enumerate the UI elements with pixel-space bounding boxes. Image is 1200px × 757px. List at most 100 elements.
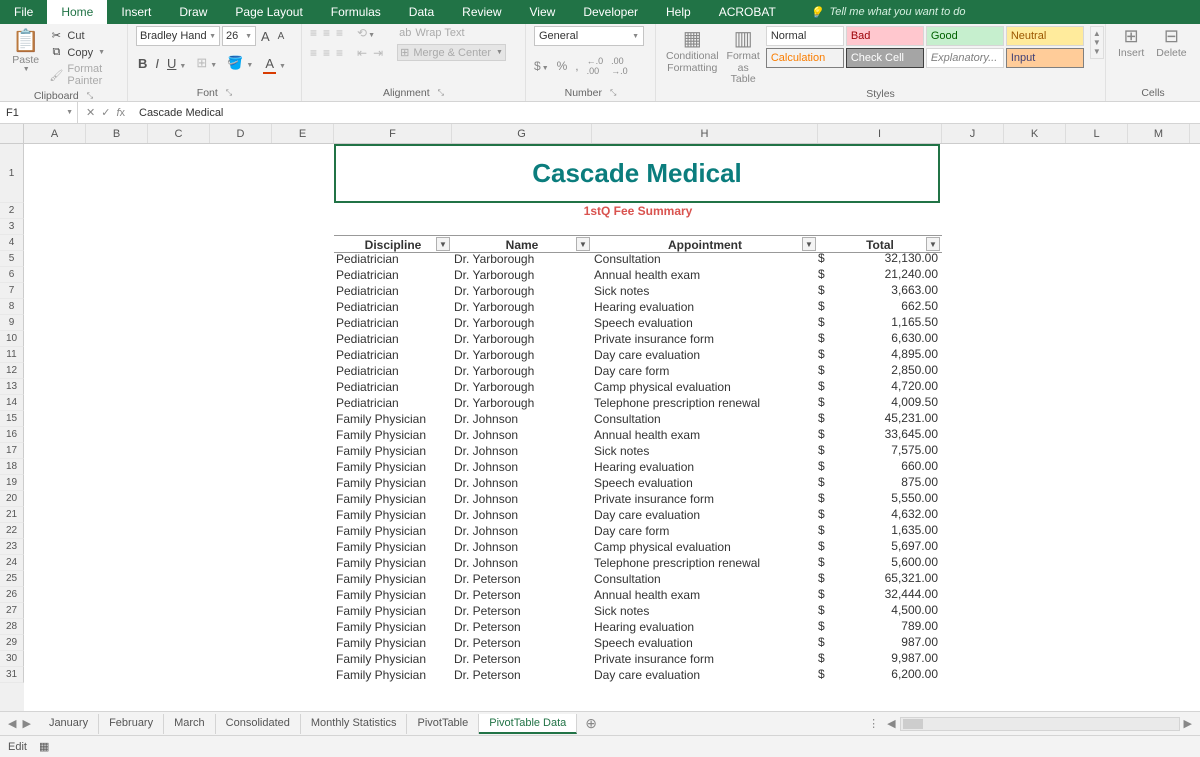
cell[interactable]: 5,550.00 — [818, 491, 938, 505]
row-header[interactable]: 20 — [0, 491, 24, 507]
align-center-button[interactable]: ≡ — [323, 46, 330, 60]
menu-tab-draw[interactable]: Draw — [165, 0, 221, 24]
row-header[interactable]: 15 — [0, 411, 24, 427]
cell-style-good[interactable]: Good — [926, 26, 1004, 46]
cell[interactable]: Pediatrician — [334, 315, 452, 331]
cell[interactable]: 32,444.00 — [818, 587, 938, 601]
cell[interactable]: 6,200.00 — [818, 667, 938, 681]
cell[interactable]: Telephone prescription renewal — [592, 395, 818, 411]
cell[interactable]: Family Physician — [334, 459, 452, 475]
cell[interactable]: 6,630.00 — [818, 331, 938, 345]
row-header[interactable]: 7 — [0, 283, 24, 299]
increase-indent-button[interactable]: ⇥ — [373, 46, 383, 60]
cell[interactable]: Family Physician — [334, 651, 452, 667]
number-format-combo[interactable]: General▼ — [534, 26, 644, 46]
cell[interactable]: Pediatrician — [334, 299, 452, 315]
row-header[interactable]: 12 — [0, 363, 24, 379]
macro-icon[interactable]: ▦ — [39, 740, 49, 753]
cell[interactable]: Family Physician — [334, 507, 452, 523]
cell[interactable]: Dr. Peterson — [452, 651, 592, 667]
nav-prev-icon[interactable]: ◀ — [8, 717, 16, 730]
scroll-left-icon[interactable]: ◀ — [883, 717, 899, 730]
cell[interactable]: 660.00 — [818, 459, 938, 473]
cell[interactable]: Annual health exam — [592, 427, 818, 443]
cell[interactable]: Dr. Johnson — [452, 411, 592, 427]
row-header[interactable]: 29 — [0, 635, 24, 651]
cell[interactable]: Hearing evaluation — [592, 459, 818, 475]
cell[interactable]: Dr. Johnson — [452, 443, 592, 459]
cell-style-calculation[interactable]: Calculation — [766, 48, 844, 68]
enter-formula-button[interactable]: ✓ — [101, 106, 110, 119]
cell[interactable]: Family Physician — [334, 523, 452, 539]
cell[interactable]: 65,321.00 — [818, 571, 938, 585]
font-color-button[interactable]: A▼ — [261, 55, 290, 72]
sheet-tab-consolidated[interactable]: Consolidated — [216, 714, 301, 734]
cell[interactable]: Pediatrician — [334, 363, 452, 379]
fill-color-button[interactable]: 🪣▼ — [225, 54, 257, 72]
column-header[interactable]: E — [272, 124, 334, 143]
row-header[interactable]: 10 — [0, 331, 24, 347]
dialog-launcher-icon[interactable]: ⤡ — [226, 88, 232, 98]
row-header[interactable]: 8 — [0, 299, 24, 315]
cell-style-bad[interactable]: Bad — [846, 26, 924, 46]
cell[interactable]: Annual health exam — [592, 267, 818, 283]
menu-tab-formulas[interactable]: Formulas — [317, 0, 395, 24]
menu-tab-review[interactable]: Review — [448, 0, 515, 24]
bold-button[interactable]: B — [136, 55, 149, 72]
currency-button[interactable]: $▼ — [534, 59, 549, 73]
column-header[interactable]: I — [818, 124, 942, 143]
cell[interactable]: 4,720.00 — [818, 379, 938, 393]
format-as-table-button[interactable]: ▥Format as Table — [725, 26, 762, 86]
cell[interactable]: Consultation — [592, 251, 818, 267]
cell[interactable]: Speech evaluation — [592, 315, 818, 331]
column-header[interactable]: J — [942, 124, 1004, 143]
column-header[interactable]: K — [1004, 124, 1066, 143]
align-left-button[interactable]: ≡ — [310, 46, 317, 60]
sheet-tab-pivottable[interactable]: PivotTable — [407, 714, 479, 734]
align-right-button[interactable]: ≡ — [336, 46, 343, 60]
cell[interactable]: Camp physical evaluation — [592, 379, 818, 395]
cell[interactable]: Hearing evaluation — [592, 619, 818, 635]
dialog-launcher-icon[interactable]: ⤡ — [438, 88, 444, 98]
delete-cells-button[interactable]: ⊟Delete — [1152, 26, 1190, 59]
sheet-tab-pivottable-data[interactable]: PivotTable Data — [479, 714, 577, 734]
column-header[interactable]: L — [1066, 124, 1128, 143]
row-header[interactable]: 19 — [0, 475, 24, 491]
cell[interactable]: Consultation — [592, 411, 818, 427]
cell[interactable]: Family Physician — [334, 475, 452, 491]
cell[interactable]: Family Physician — [334, 539, 452, 555]
cell-styles-gallery[interactable]: NormalBadGoodNeutralCalculationCheck Cel… — [766, 26, 1084, 68]
cell[interactable]: 4,895.00 — [818, 347, 938, 361]
cell[interactable]: 789.00 — [818, 619, 938, 633]
underline-button[interactable]: U▼ — [165, 55, 190, 72]
cell[interactable]: Sick notes — [592, 443, 818, 459]
row-header[interactable]: 25 — [0, 571, 24, 587]
cell[interactable]: Family Physician — [334, 667, 452, 683]
scroll-track[interactable] — [900, 717, 1180, 731]
scroll-thumb[interactable] — [903, 719, 923, 729]
menu-tab-help[interactable]: Help — [652, 0, 705, 24]
spreadsheet-grid[interactable]: ABCDEFGHIJKLM 12345678910111213141516171… — [0, 124, 1200, 735]
align-middle-button[interactable]: ≡ — [323, 26, 330, 40]
comma-button[interactable]: , — [575, 59, 578, 73]
cell[interactable]: 33,645.00 — [818, 427, 938, 441]
menu-tab-data[interactable]: Data — [395, 0, 448, 24]
row-header[interactable]: 4 — [0, 235, 24, 251]
cancel-formula-button[interactable]: ✕ — [86, 106, 95, 119]
cell[interactable]: Dr. Yarborough — [452, 379, 592, 395]
cell[interactable]: Private insurance form — [592, 331, 818, 347]
cell-style-input[interactable]: Input — [1006, 48, 1084, 68]
decrease-decimal-button[interactable]: .00→.0 — [611, 56, 628, 76]
cell[interactable]: Family Physician — [334, 411, 452, 427]
row-header[interactable]: 11 — [0, 347, 24, 363]
cell[interactable]: 662.50 — [818, 299, 938, 313]
row-header[interactable]: 24 — [0, 555, 24, 571]
tell-me-search[interactable]: 💡 Tell me what you want to do — [790, 0, 966, 24]
cell[interactable]: Pediatrician — [334, 283, 452, 299]
dialog-launcher-icon[interactable]: ⤡ — [87, 91, 93, 101]
row-header[interactable]: 22 — [0, 523, 24, 539]
cell[interactable]: Dr. Peterson — [452, 635, 592, 651]
cell[interactable]: Dr. Yarborough — [452, 331, 592, 347]
font-size-combo[interactable]: 26▼ — [222, 26, 256, 46]
cell[interactable]: 7,575.00 — [818, 443, 938, 457]
